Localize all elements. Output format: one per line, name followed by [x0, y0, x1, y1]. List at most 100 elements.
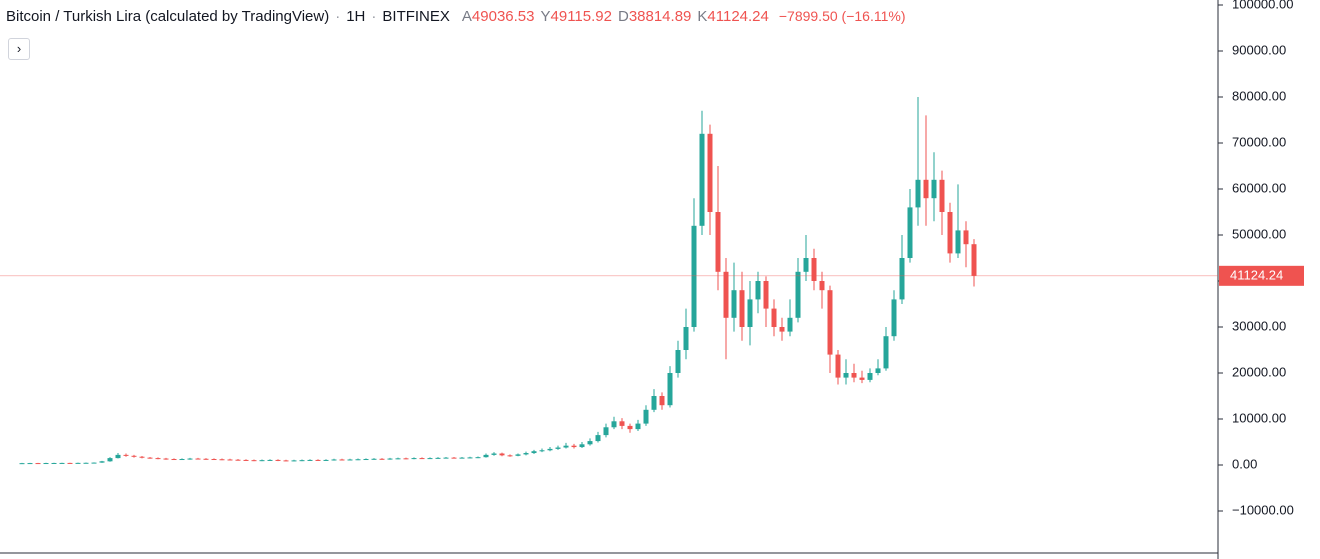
ohlc-key: Y — [540, 8, 551, 25]
candle-body — [699, 133, 705, 226]
candle-body — [411, 458, 417, 460]
candle-body — [203, 458, 209, 460]
chart-title: Bitcoin / Turkish Lira (calculated by Tr… — [6, 8, 330, 25]
candle-body — [787, 317, 793, 332]
candle-body — [835, 354, 841, 378]
candle-body — [19, 463, 25, 465]
candle-body — [91, 462, 97, 464]
ohlc-value: 41124.24 — [707, 8, 769, 25]
candle-body — [275, 459, 281, 461]
candle-body — [211, 459, 217, 461]
candle-body — [483, 454, 489, 458]
candle-body — [67, 462, 73, 464]
candle-body — [587, 441, 593, 445]
candle-body — [795, 271, 801, 318]
candle-body — [331, 459, 337, 461]
candle-body — [163, 458, 169, 460]
candle-body — [235, 459, 241, 461]
interval[interactable]: 1H — [346, 8, 366, 25]
candle-body — [179, 459, 185, 461]
y-tick-label: 0.00 — [1232, 456, 1257, 471]
candle-body — [491, 453, 497, 455]
candle-body — [299, 460, 305, 462]
candle-body — [875, 368, 881, 373]
y-tick-label: 20000.00 — [1232, 364, 1286, 379]
candle-body — [811, 257, 817, 281]
candle-body — [515, 454, 521, 456]
candles — [19, 96, 977, 465]
candle-body — [443, 457, 449, 459]
candle-body — [291, 460, 297, 462]
candle-body — [35, 463, 41, 465]
candle-body — [931, 179, 937, 199]
candle-body — [131, 455, 137, 457]
ohlc-legend: A 49036.53 Y 49115.92 D 38814.89 K 41124.24 — [462, 8, 775, 25]
symbol-header: Bitcoin / Turkish Lira (calculated by Tr… — [6, 8, 905, 25]
candle-body — [51, 462, 57, 464]
candle-body — [107, 458, 113, 462]
candle-body — [507, 455, 513, 457]
candle-body — [155, 458, 161, 460]
candle-body — [779, 326, 785, 332]
ohlc-value: 49036.53 — [471, 8, 535, 25]
candle-body — [635, 423, 641, 430]
candle-body — [523, 453, 529, 455]
candle-body — [747, 299, 753, 327]
candle-body — [883, 336, 889, 369]
candle-body — [43, 463, 49, 465]
candle-body — [731, 290, 737, 318]
candle-body — [27, 463, 33, 465]
candle-body — [59, 462, 65, 464]
candle-body — [419, 458, 425, 460]
candle-body — [347, 459, 353, 461]
candle-body — [363, 459, 369, 461]
candle-body — [659, 395, 665, 406]
candle-body — [307, 459, 313, 461]
candle-body — [227, 459, 233, 461]
candle-body — [139, 456, 145, 458]
candle-body — [859, 377, 865, 380]
last-price-label: 41124.24 — [1230, 267, 1283, 282]
candle-body — [907, 207, 913, 258]
separator: · — [335, 8, 341, 25]
candle-body — [595, 435, 601, 442]
candle-body — [851, 372, 857, 378]
candle-body — [459, 457, 465, 459]
candle-body — [283, 460, 289, 462]
ohlc-key: A — [461, 8, 472, 25]
candle-body — [339, 459, 345, 461]
y-tick-label: 70000.00 — [1232, 134, 1286, 149]
candle-body — [603, 427, 609, 436]
candle-body — [99, 461, 105, 463]
candle-body — [387, 458, 393, 460]
candle-body — [827, 290, 833, 355]
candle-body — [475, 457, 481, 459]
candle-body — [355, 459, 361, 461]
candle-body — [323, 459, 329, 461]
candle-body — [771, 308, 777, 327]
candle-body — [371, 458, 377, 460]
y-tick-label: 80000.00 — [1232, 88, 1286, 103]
candle-body — [667, 372, 673, 406]
candle-body — [843, 372, 849, 378]
candle-body — [867, 372, 873, 380]
candle-body — [531, 451, 537, 454]
candle-body — [403, 458, 409, 460]
candle-body — [379, 458, 385, 460]
candle-body — [75, 462, 81, 464]
candle-body — [755, 280, 761, 300]
candle-body — [427, 458, 433, 460]
y-tick-label: 100000.00 — [1232, 0, 1293, 11]
candle-body — [123, 454, 129, 456]
candle-body — [611, 421, 617, 428]
y-tick-label: −10000.00 — [1232, 502, 1294, 517]
ohlc-key: K — [697, 8, 708, 25]
candle-body — [723, 271, 729, 318]
candle-body — [947, 211, 953, 254]
y-tick-label: 30000.00 — [1232, 318, 1286, 333]
candle-body — [691, 225, 697, 327]
expand-button[interactable]: › — [8, 38, 30, 60]
candle-body — [563, 445, 569, 448]
candle-body — [147, 457, 153, 459]
